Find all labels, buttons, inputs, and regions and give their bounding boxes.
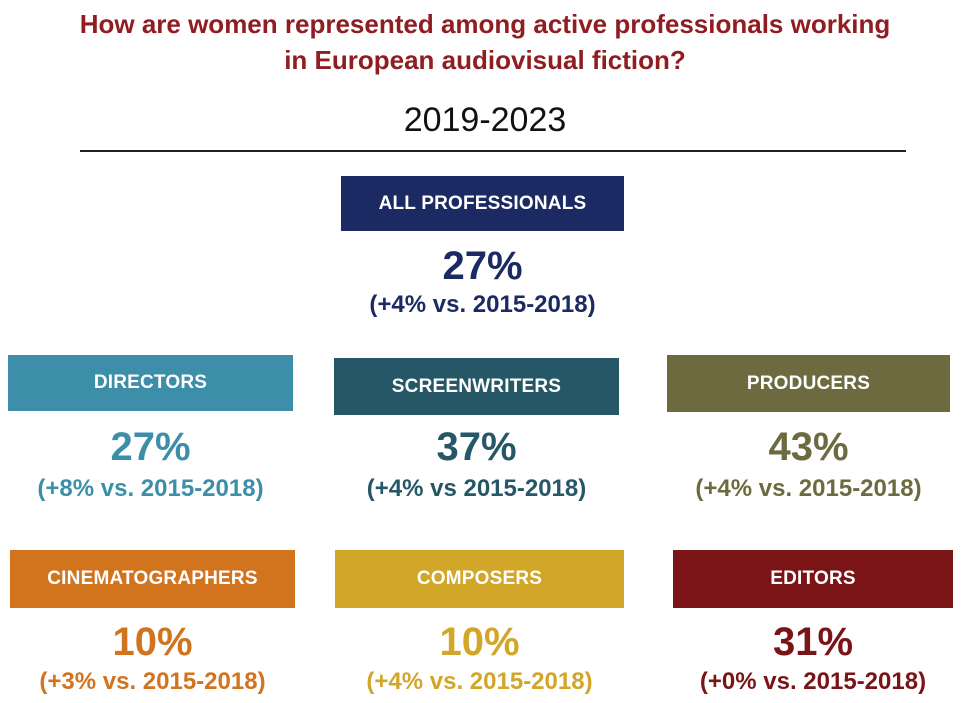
category-value: 10% xyxy=(112,620,193,664)
category-cinematographers: CINEMATOGRAPHERS 10% (+3% vs. 2015-2018) xyxy=(10,550,295,700)
category-change: (+8% vs. 2015-2018) xyxy=(37,475,264,502)
category-value: 27% xyxy=(110,425,191,469)
category-value: 27% xyxy=(442,244,523,288)
category-label-box: CINEMATOGRAPHERS xyxy=(10,550,295,608)
category-value: 31% xyxy=(772,620,854,664)
category-change: (+4% vs. 2015-2018) xyxy=(366,668,593,695)
category-label-box: SCREENWRITERS xyxy=(334,358,619,415)
category-composers: COMPOSERS 10% (+4% vs. 2015-2018) xyxy=(335,550,624,700)
category-change: (+4% vs. 2015-2018) xyxy=(695,475,922,502)
category-label-box: PRODUCERS xyxy=(667,355,950,412)
category-directors: DIRECTORS 27% (+8% vs. 2015-2018) xyxy=(8,355,293,515)
category-label-box: ALL PROFESSIONALS xyxy=(341,176,624,231)
category-change: (+4% vs 2015-2018) xyxy=(366,475,587,502)
category-value: 10% xyxy=(439,620,520,664)
category-change: (+0% vs. 2015-2018) xyxy=(699,668,927,695)
category-screenwriters: SCREENWRITERS 37% (+4% vs 2015-2018) xyxy=(334,358,619,518)
category-change: (+4% vs. 2015-2018) xyxy=(369,291,596,318)
category-label-box: COMPOSERS xyxy=(335,550,624,608)
category-label-box: DIRECTORS xyxy=(8,355,293,411)
title-line-2: in European audiovisual fiction? xyxy=(284,45,686,75)
category-change: (+3% vs. 2015-2018) xyxy=(39,668,266,695)
category-all-professionals: ALL PROFESSIONALS 27% (+4% vs. 2015-2018… xyxy=(341,176,624,326)
category-editors: EDITORS 31% (+0% vs. 2015-2018) xyxy=(673,550,953,700)
period-label: 2019-2023 xyxy=(403,101,567,139)
divider xyxy=(80,150,906,152)
category-value: 37% xyxy=(436,425,517,469)
title-line-1: How are women represented among active p… xyxy=(79,9,891,39)
category-label-box: EDITORS xyxy=(673,550,953,608)
page-title: How are women represented among active p… xyxy=(0,6,970,78)
category-producers: PRODUCERS 43% (+4% vs. 2015-2018) xyxy=(667,355,950,515)
category-value: 43% xyxy=(768,425,849,469)
